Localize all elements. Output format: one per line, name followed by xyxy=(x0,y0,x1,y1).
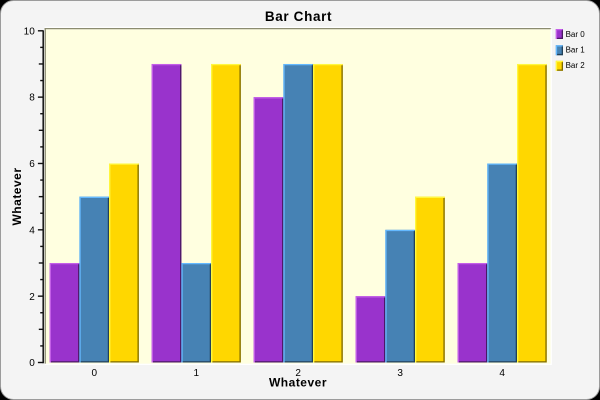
svg-text:10: 10 xyxy=(24,26,36,37)
svg-text:8: 8 xyxy=(29,93,35,104)
svg-text:0: 0 xyxy=(91,368,97,379)
svg-text:6: 6 xyxy=(29,159,35,170)
svg-text:Whatever: Whatever xyxy=(10,167,24,225)
svg-text:4: 4 xyxy=(499,368,505,379)
svg-text:Bar 1: Bar 1 xyxy=(566,45,586,54)
svg-text:2: 2 xyxy=(295,368,301,379)
svg-text:Bar Chart: Bar Chart xyxy=(265,9,332,24)
svg-text:0: 0 xyxy=(29,358,35,369)
svg-text:1: 1 xyxy=(193,368,199,379)
svg-text:Bar 0: Bar 0 xyxy=(566,30,586,39)
svg-text:4: 4 xyxy=(29,225,35,236)
svg-text:Whatever: Whatever xyxy=(269,376,327,390)
svg-text:2: 2 xyxy=(29,292,35,303)
svg-text:Bar 2: Bar 2 xyxy=(566,61,586,70)
svg-text:3: 3 xyxy=(397,368,403,379)
